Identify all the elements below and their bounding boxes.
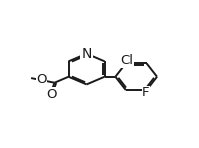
Text: N: N: [81, 47, 92, 61]
Text: F: F: [142, 86, 150, 99]
Text: O: O: [36, 73, 47, 86]
Text: O: O: [46, 88, 56, 101]
Text: Cl: Cl: [120, 54, 133, 67]
